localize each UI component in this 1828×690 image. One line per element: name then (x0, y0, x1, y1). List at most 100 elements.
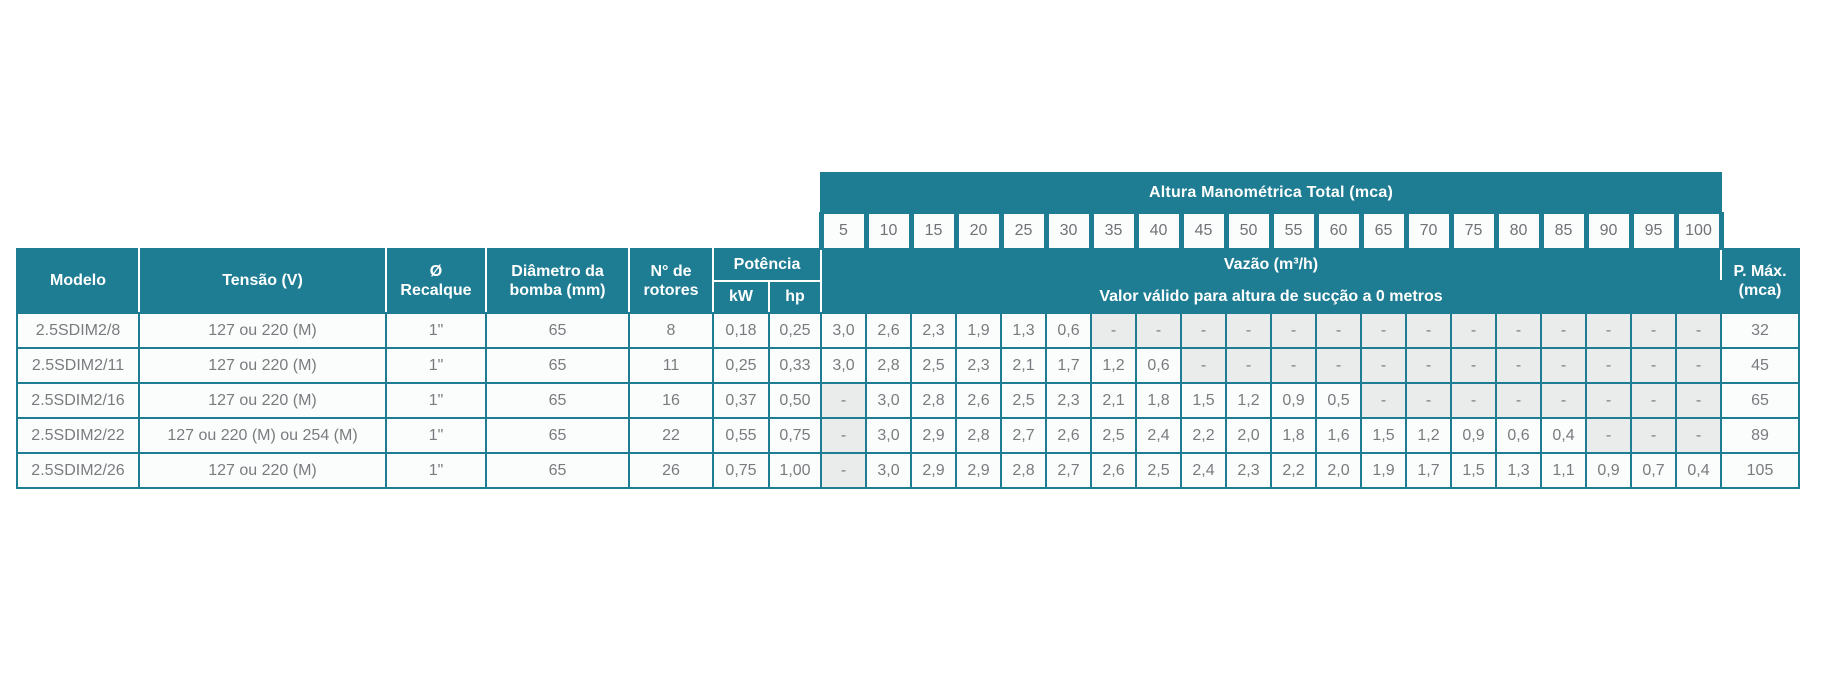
cell-rotores: 22 (628, 417, 714, 454)
cell-vazao-95: - (1630, 347, 1677, 384)
cell-vazao-25: 2,8 (1000, 452, 1047, 489)
cell-vazao-20: 1,9 (955, 312, 1002, 349)
cell-pmax: 65 (1720, 382, 1800, 419)
cell-tensao: 127 ou 220 (M) (138, 452, 387, 489)
header-line: N° de (650, 262, 692, 280)
cell-vazao-40: - (1135, 312, 1182, 349)
pump-spec-table: Altura Manométrica Total (mca) 5 10 15 20 25… (16, 172, 1800, 489)
cell-vazao-45: 2,2 (1180, 417, 1227, 454)
cell-vazao-50: 1,2 (1225, 382, 1272, 419)
col-header-kw: kW (712, 280, 770, 314)
cell-hp: 0,50 (768, 382, 822, 419)
cell-vazao-70: - (1405, 382, 1452, 419)
cell-vazao-50: - (1225, 312, 1272, 349)
tick-row-leading-space (17, 213, 821, 249)
cell-vazao-100: - (1675, 382, 1722, 419)
cell-tensao: 127 ou 220 (M) ou 254 (M) (138, 417, 387, 454)
col-header-hp: hp (768, 280, 822, 314)
cell-kw: 0,25 (712, 347, 770, 384)
table-row: 2.5SDIM2/8 127 ou 220 (M) 1" 65 8 0,18 0,25 3,0… (16, 312, 1800, 349)
col-header-pmax: P. Máx. (mca) (1720, 248, 1800, 314)
cell-vazao-45: 1,5 (1180, 382, 1227, 419)
cell-vazao-10: 2,8 (865, 347, 912, 384)
cell-modelo: 2.5SDIM2/22 (16, 417, 140, 454)
cell-vazao-95: - (1630, 312, 1677, 349)
head-tick-90: 90 (1583, 212, 1634, 250)
head-tick-15: 15 (908, 212, 959, 250)
cell-tensao: 127 ou 220 (M) (138, 312, 387, 349)
cell-diametro: 65 (485, 417, 630, 454)
head-tick-55: 55 (1268, 212, 1319, 250)
col-header-recalque: Ø Recalque (385, 248, 487, 314)
cell-vazao-90: - (1585, 312, 1632, 349)
cell-vazao-60: - (1315, 347, 1362, 384)
cell-vazao-35: - (1090, 312, 1137, 349)
cell-rotores: 8 (628, 312, 714, 349)
cell-vazao-85: - (1540, 347, 1587, 384)
cell-vazao-85: - (1540, 312, 1587, 349)
cell-vazao-75: 0,9 (1450, 417, 1497, 454)
cell-vazao-25: 2,5 (1000, 382, 1047, 419)
cell-vazao-80: 0,6 (1495, 417, 1542, 454)
cell-vazao-55: - (1270, 347, 1317, 384)
altura-band-row: Altura Manométrica Total (mca) (17, 172, 1799, 214)
col-header-vazao: Vazão (m³/h) (820, 248, 1722, 282)
cell-vazao-85: 1,1 (1540, 452, 1587, 489)
col-header-vazao-note: Valor válido para altura de sucção a 0 m… (820, 280, 1722, 314)
head-tick-60: 60 (1313, 212, 1364, 250)
table-row: 2.5SDIM2/11 127 ou 220 (M) 1" 65 11 0,25 0,33 3… (16, 347, 1800, 384)
cell-vazao-40: 2,5 (1135, 452, 1182, 489)
cell-vazao-5: - (820, 417, 867, 454)
cell-vazao-100: - (1675, 417, 1722, 454)
cell-vazao-45: - (1180, 347, 1227, 384)
cell-vazao-75: - (1450, 312, 1497, 349)
cell-vazao-80: - (1495, 312, 1542, 349)
cell-vazao-55: 0,9 (1270, 382, 1317, 419)
cell-vazao-50: - (1225, 347, 1272, 384)
cell-vazao-15: 2,9 (910, 417, 957, 454)
cell-vazao-30: 2,7 (1045, 452, 1092, 489)
cell-vazao-80: - (1495, 382, 1542, 419)
cell-vazao-65: - (1360, 312, 1407, 349)
cell-diametro: 65 (485, 382, 630, 419)
head-tick-40: 40 (1133, 212, 1184, 250)
cell-kw: 0,37 (712, 382, 770, 419)
header-line: (mca) (1738, 282, 1782, 299)
cell-vazao-95: 0,7 (1630, 452, 1677, 489)
cell-vazao-5: 3,0 (820, 312, 867, 349)
cell-vazao-55: 1,8 (1270, 417, 1317, 454)
cell-vazao-70: - (1405, 347, 1452, 384)
cell-rotores: 16 (628, 382, 714, 419)
cell-vazao-40: 0,6 (1135, 347, 1182, 384)
cell-kw: 0,18 (712, 312, 770, 349)
head-tick-85: 85 (1538, 212, 1589, 250)
cell-recalque: 1" (385, 417, 487, 454)
head-tick-95: 95 (1628, 212, 1679, 250)
cell-vazao-70: 1,7 (1405, 452, 1452, 489)
cell-vazao-60: 2,0 (1315, 452, 1362, 489)
cell-vazao-10: 3,0 (865, 452, 912, 489)
cell-vazao-5: 3,0 (820, 347, 867, 384)
header-line: bomba (mm) (509, 282, 606, 299)
cell-vazao-60: 0,5 (1315, 382, 1362, 419)
col-header-diametro: Diâmetro da bomba (mm) (485, 248, 630, 314)
header-line: rotores (643, 282, 699, 299)
cell-vazao-70: - (1405, 312, 1452, 349)
cell-hp: 0,25 (768, 312, 822, 349)
head-tick-100: 100 (1673, 212, 1724, 250)
head-tick-30: 30 (1043, 212, 1094, 250)
head-tick-45: 45 (1178, 212, 1229, 250)
cell-diametro: 65 (485, 347, 630, 384)
cell-vazao-65: 1,9 (1360, 452, 1407, 489)
cell-vazao-65: 1,5 (1360, 417, 1407, 454)
cell-vazao-60: - (1315, 312, 1362, 349)
cell-vazao-90: - (1585, 347, 1632, 384)
cell-recalque: 1" (385, 312, 487, 349)
header-line: Diâmetro da (511, 262, 604, 280)
cell-vazao-25: 1,3 (1000, 312, 1047, 349)
cell-vazao-50: 2,0 (1225, 417, 1272, 454)
head-tick-20: 20 (953, 212, 1004, 250)
cell-vazao-80: - (1495, 347, 1542, 384)
cell-vazao-25: 2,1 (1000, 347, 1047, 384)
